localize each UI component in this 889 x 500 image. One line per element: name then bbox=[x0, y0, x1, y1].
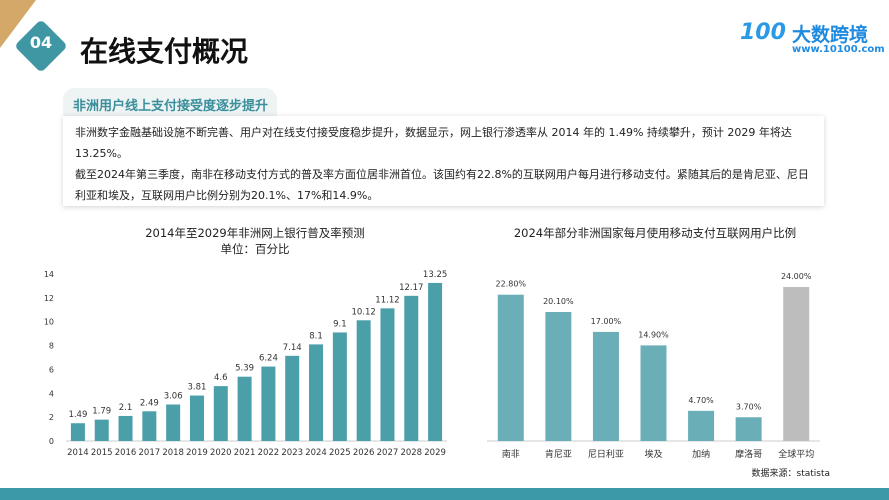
logo-text: 大数跨境 bbox=[792, 24, 869, 46]
x-tick-label: 2028 bbox=[400, 448, 422, 458]
section-subheader: 非洲用户线上支付接受度逐步提升 bbox=[63, 88, 277, 118]
bar bbox=[70, 423, 85, 441]
y-tick-label: 14 bbox=[44, 270, 54, 279]
section-number: 04 bbox=[29, 33, 53, 52]
data-label: 24.00% bbox=[781, 272, 812, 281]
x-tick-label: 2014 bbox=[67, 448, 89, 458]
x-tick-label: 南非 bbox=[502, 448, 520, 460]
x-tick-label: 2015 bbox=[91, 448, 113, 458]
footer-bar bbox=[0, 488, 889, 500]
data-label: 22.80% bbox=[496, 280, 527, 289]
x-tick-label: 2024 bbox=[305, 448, 327, 458]
y-tick-label: 2 bbox=[49, 413, 54, 422]
data-label: 8.1 bbox=[309, 331, 323, 341]
x-tick-label: 2029 bbox=[424, 448, 446, 458]
bar bbox=[497, 294, 524, 441]
data-label: 3.06 bbox=[164, 391, 183, 401]
x-tick-label: 全球平均 bbox=[778, 448, 814, 460]
page-title: 在线支付概况 bbox=[80, 35, 249, 68]
data-label: 7.14 bbox=[283, 343, 302, 353]
y-tick-label: 12 bbox=[44, 294, 54, 303]
data-source: 数据来源：statista bbox=[751, 469, 831, 479]
x-tick-label: 2022 bbox=[258, 448, 280, 458]
right-chart-title: 2024年部分非洲国家每月使用移动支付互联网用户比例 bbox=[513, 226, 797, 240]
data-label: 4.6 bbox=[214, 373, 228, 383]
bar bbox=[380, 308, 395, 441]
data-label: 1.49 bbox=[68, 410, 87, 420]
y-tick-label: 8 bbox=[49, 342, 54, 351]
data-label: 2.1 bbox=[119, 403, 133, 413]
data-label: 1.79 bbox=[92, 407, 111, 417]
paragraph: 非洲数字金融基础设施不断完善、用户对在线支付接受度稳步提升，数据显示，网上银行渗… bbox=[75, 126, 792, 160]
bar bbox=[285, 355, 300, 441]
y-tick-label: 10 bbox=[44, 318, 54, 327]
logo-mark: 100 bbox=[740, 20, 786, 45]
y-tick-label: 6 bbox=[49, 365, 54, 374]
x-tick-label: 肯尼亚 bbox=[545, 448, 572, 460]
left-chart-subtitle: 单位：百分比 bbox=[220, 242, 290, 256]
bar bbox=[356, 320, 371, 441]
x-tick-label: 埃及 bbox=[644, 448, 662, 460]
bar bbox=[592, 331, 619, 441]
bar bbox=[142, 411, 157, 441]
x-tick-label: 2019 bbox=[186, 448, 208, 458]
data-label: 20.10% bbox=[543, 297, 574, 306]
data-label: 4.70% bbox=[688, 396, 714, 405]
x-tick-label: 2020 bbox=[210, 448, 232, 458]
x-tick-label: 2026 bbox=[353, 448, 375, 458]
logo-url: www.10100.com bbox=[792, 44, 885, 55]
x-tick-label: 2018 bbox=[162, 448, 184, 458]
x-tick-label: 加纳 bbox=[692, 448, 710, 460]
bar bbox=[783, 287, 810, 441]
summary-box: 非洲数字金融基础设施不断完善、用户对在线支付接受度稳步提升，数据显示，网上银行渗… bbox=[63, 116, 824, 206]
x-tick-label: 2023 bbox=[281, 448, 303, 458]
data-label: 6.24 bbox=[259, 354, 278, 364]
bar bbox=[545, 312, 572, 441]
paragraph: 截至2024年第三季度，南非在移动支付方式的普及率方面位居非洲首位。该国约有22… bbox=[75, 168, 809, 202]
bar bbox=[166, 404, 181, 441]
bar bbox=[404, 295, 419, 441]
data-label: 12.17 bbox=[399, 283, 423, 293]
data-label: 2.49 bbox=[140, 398, 159, 408]
y-tick-label: 4 bbox=[49, 389, 54, 398]
data-label: 5.39 bbox=[235, 364, 254, 374]
bar bbox=[688, 410, 715, 441]
bar bbox=[189, 395, 204, 441]
x-tick-label: 尼日利亚 bbox=[588, 448, 624, 460]
bar bbox=[237, 376, 252, 441]
data-label: 13.25 bbox=[423, 270, 447, 280]
bar bbox=[428, 282, 443, 441]
data-label: 17.00% bbox=[591, 317, 622, 326]
x-tick-label: 2027 bbox=[377, 448, 399, 458]
data-label: 9.1 bbox=[333, 319, 347, 329]
x-tick-label: 2016 bbox=[115, 448, 137, 458]
data-label: 14.90% bbox=[638, 330, 669, 339]
x-tick-label: 2025 bbox=[329, 448, 351, 458]
x-tick-label: 2021 bbox=[234, 448, 256, 458]
data-label: 3.70% bbox=[736, 402, 762, 411]
data-label: 3.81 bbox=[188, 383, 207, 393]
bar bbox=[640, 345, 667, 441]
bar bbox=[94, 419, 109, 441]
left-chart-title: 2014年至2029年非洲网上银行普及率预测 bbox=[145, 226, 365, 240]
logo: 100 大数跨境 www.10100.com bbox=[740, 20, 885, 60]
y-tick-label: 0 bbox=[49, 437, 54, 446]
bar bbox=[735, 417, 762, 441]
data-label: 10.12 bbox=[351, 307, 375, 317]
bar bbox=[213, 386, 228, 441]
bar bbox=[309, 344, 324, 441]
bar bbox=[332, 332, 347, 441]
x-tick-label: 摩洛哥 bbox=[735, 448, 762, 460]
bar bbox=[118, 415, 133, 441]
bar bbox=[261, 366, 276, 441]
data-label: 11.12 bbox=[375, 295, 399, 305]
x-tick-label: 2017 bbox=[139, 448, 161, 458]
